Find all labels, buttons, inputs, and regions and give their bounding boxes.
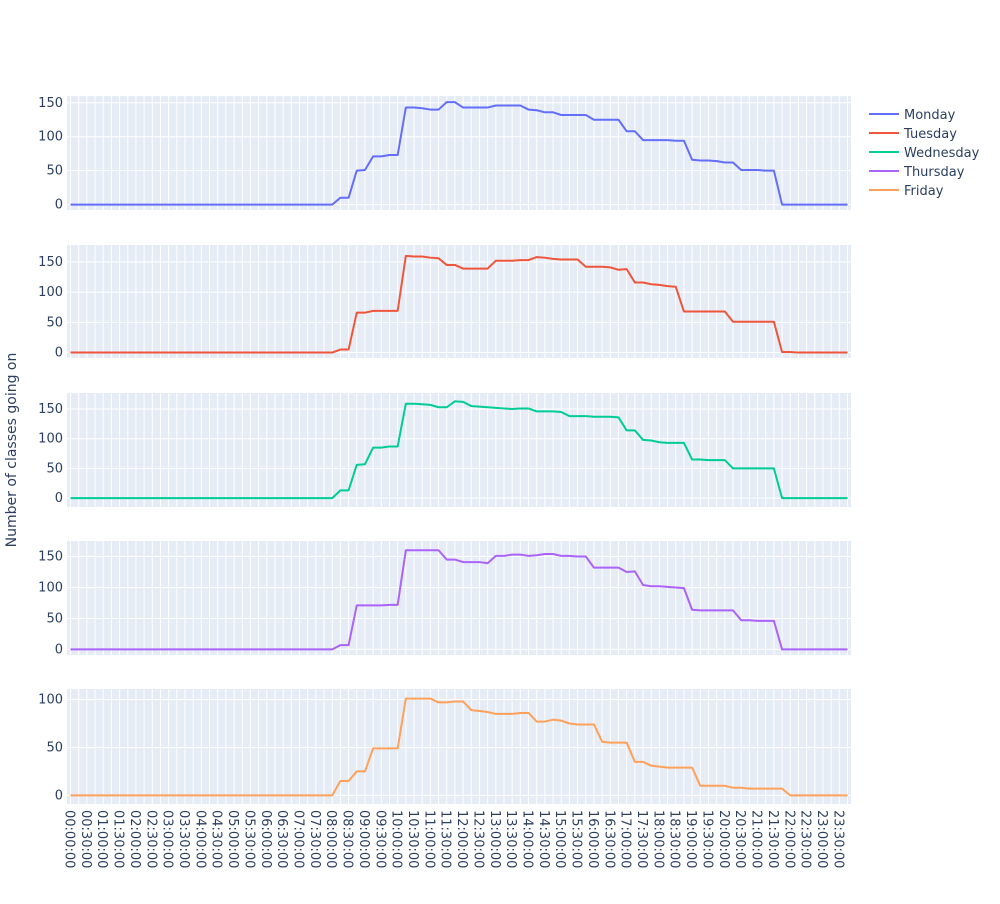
x-tick-label: 02:30:00 [143,810,158,868]
subplot-3-background [67,393,851,507]
x-tick-label: 00:30:00 [78,810,93,868]
y-tick-label: 50 [46,740,63,755]
x-tick-label: 18:30:00 [667,810,682,868]
series-line-tuesday [70,254,848,354]
legend-label-tuesday: Tuesday [903,127,957,142]
x-tick-label: 15:00:00 [552,810,567,868]
x-tick-label: 13:00:00 [487,810,502,868]
x-tick-label: 14:30:00 [536,810,551,868]
x-tick-label: 14:00:00 [520,810,535,868]
series-line-wednesday [70,400,848,500]
subplot-2-background [67,245,851,358]
y-tick-label: 150 [38,549,63,564]
x-tick-label: 09:30:00 [372,810,387,868]
legend-label-thursday: Thursday [903,165,965,180]
x-tick-label: 15:30:00 [569,810,584,868]
x-tick-label: 17:30:00 [634,810,649,868]
x-tick-label: 08:00:00 [323,810,338,868]
x-tick-label: 16:00:00 [585,810,600,868]
x-tick-label: 22:00:00 [781,810,796,868]
y-tick-label: 0 [55,198,63,213]
legend-label-friday: Friday [904,184,944,199]
x-tick-label: 19:00:00 [683,810,698,868]
x-tick-label: 23:30:00 [830,810,845,868]
subplot-1-background [67,96,851,210]
x-tick-label: 00:00:00 [62,810,77,868]
x-tick-label: 20:30:00 [732,810,747,868]
y-tick-label: 50 [46,164,63,179]
x-tick-label: 06:30:00 [274,810,289,868]
y-tick-label: 100 [38,580,63,595]
y-tick-label: 50 [46,611,63,626]
x-tick-label: 08:30:00 [340,810,355,868]
y-axis-title: Number of classes going on [4,353,20,548]
y-tick-label: 0 [55,642,63,657]
x-tick-label: 04:30:00 [209,810,224,868]
x-tick-label: 12:30:00 [470,810,485,868]
y-tick-label: 100 [38,130,63,145]
series-line-friday [70,697,848,797]
series-line-monday [70,101,848,206]
x-tick-label: 11:30:00 [438,810,453,868]
x-tick-label: 11:00:00 [421,810,436,868]
x-tick-label: 20:00:00 [716,810,731,868]
y-tick-label: 100 [38,693,63,708]
y-tick-label: 0 [55,788,63,803]
x-tick-label: 21:30:00 [765,810,780,868]
legend-label-wednesday: Wednesday [904,146,980,161]
y-tick-label: 150 [38,402,63,417]
y-tick-label: 50 [46,315,63,330]
x-tick-label: 22:30:00 [798,810,813,868]
x-tick-label: 01:30:00 [111,810,126,868]
x-tick-label: 01:00:00 [94,810,109,868]
y-tick-label: 0 [55,491,63,506]
series-line-thursday [70,549,848,651]
x-tick-label: 03:30:00 [176,810,191,868]
x-tick-label: 10:30:00 [405,810,420,868]
y-tick-label: 50 [46,461,63,476]
x-tick-label: 13:30:00 [503,810,518,868]
x-tick-label: 04:00:00 [192,810,207,868]
x-tick-label: 03:00:00 [160,810,175,868]
x-tick-label: 07:30:00 [307,810,322,868]
x-tick-label: 05:30:00 [241,810,256,868]
x-tick-label: 18:00:00 [650,810,665,868]
x-tick-label: 09:00:00 [356,810,371,868]
y-tick-label: 0 [55,346,63,361]
y-tick-label: 100 [38,285,63,300]
x-tick-label: 16:30:00 [601,810,616,868]
x-tick-label: 19:30:00 [699,810,714,868]
x-tick-label: 06:00:00 [258,810,273,868]
y-tick-label: 100 [38,432,63,447]
y-tick-label: 150 [38,96,63,111]
x-tick-label: 12:00:00 [454,810,469,868]
legend-label-monday: Monday [904,108,956,123]
x-tick-label: 21:00:00 [749,810,764,868]
x-tick-label: 05:00:00 [225,810,240,868]
x-tick-label: 23:00:00 [814,810,829,868]
y-tick-label: 150 [38,255,63,270]
x-tick-label: 10:00:00 [389,810,404,868]
x-tick-label: 02:00:00 [127,810,142,868]
x-tick-label: 07:00:00 [291,810,306,868]
x-tick-label: 17:00:00 [618,810,633,868]
